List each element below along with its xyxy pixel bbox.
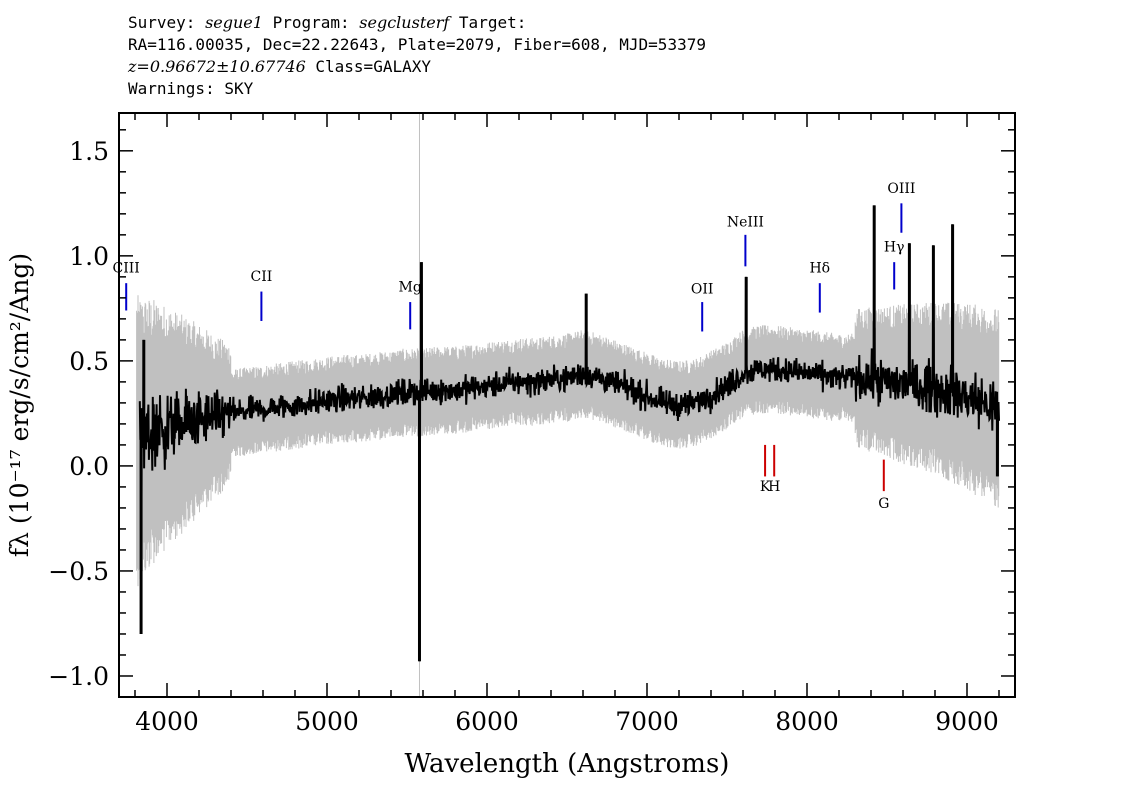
error-band-path bbox=[136, 295, 1000, 587]
y-tick-label: −1.0 bbox=[48, 662, 109, 691]
emission-label-cii: CII bbox=[251, 269, 273, 285]
emission-label-oii: OII bbox=[691, 282, 714, 298]
x-tick-label: 7000 bbox=[615, 707, 679, 736]
header-line-4: Warnings: SKY bbox=[128, 79, 254, 98]
absorption-label-g: G bbox=[878, 496, 889, 512]
y-axis-label: fλ (10⁻¹⁷ erg/s/cm²/Ang) bbox=[5, 253, 34, 557]
emission-label-h: Hδ bbox=[809, 261, 830, 277]
header-line-3: z=0.96672±10.67746 Class=GALAXY bbox=[128, 56, 706, 78]
target-label: Target: bbox=[458, 13, 527, 32]
emission-label-oiii: OIII bbox=[887, 181, 915, 197]
program-value: segclusterf bbox=[359, 13, 450, 32]
y-tick-label: 0.5 bbox=[69, 347, 109, 376]
absorption-label-k: K bbox=[760, 479, 771, 495]
redshift-value: z=0.96672±10.67746 bbox=[128, 57, 306, 76]
program-label: Program: bbox=[272, 13, 350, 32]
plot-frame bbox=[118, 112, 1016, 698]
emission-label-mg: Mg bbox=[399, 280, 422, 296]
x-axis-label: Wavelength (Angstroms) bbox=[405, 749, 730, 779]
spectrum-header: Survey: segue1 Program: segclusterf Targ… bbox=[128, 12, 706, 100]
y-tick-label: −0.5 bbox=[48, 557, 109, 586]
x-tick-label: 9000 bbox=[935, 707, 999, 736]
flux-line bbox=[138, 205, 1000, 662]
emission-label-neiii: NeIII bbox=[727, 214, 764, 230]
y-axis-ticks: −1.0 −0.5 0.0 0.5 1.0 1.5 bbox=[48, 129, 1015, 698]
survey-value: segue1 bbox=[205, 13, 263, 32]
absorption-label-h: H bbox=[768, 479, 780, 495]
x-axis-ticks: 4000 5000 6000 7000 8000 9000 bbox=[134, 113, 1000, 736]
flux-series bbox=[138, 205, 1000, 662]
x-tick-label: 6000 bbox=[455, 707, 519, 736]
y-tick-label: 1.5 bbox=[69, 137, 109, 166]
y-tick-label: 0.0 bbox=[69, 452, 109, 481]
emission-label-h: Hγ bbox=[884, 240, 905, 256]
x-tick-label: 5000 bbox=[295, 707, 359, 736]
y-tick-label: 1.0 bbox=[69, 242, 109, 271]
x-tick-label: 4000 bbox=[135, 707, 199, 736]
header-line-2: RA=116.00035, Dec=22.22643, Plate=2079, … bbox=[128, 35, 706, 54]
class-label: Class=GALAXY bbox=[315, 57, 431, 76]
emission-label-ciii: CIII bbox=[113, 261, 140, 277]
header-line-1: Survey: segue1 Program: segclusterf Targ… bbox=[128, 12, 706, 34]
survey-label: Survey: bbox=[128, 13, 196, 32]
flux-error-band bbox=[136, 113, 1000, 697]
x-tick-label: 8000 bbox=[775, 707, 839, 736]
